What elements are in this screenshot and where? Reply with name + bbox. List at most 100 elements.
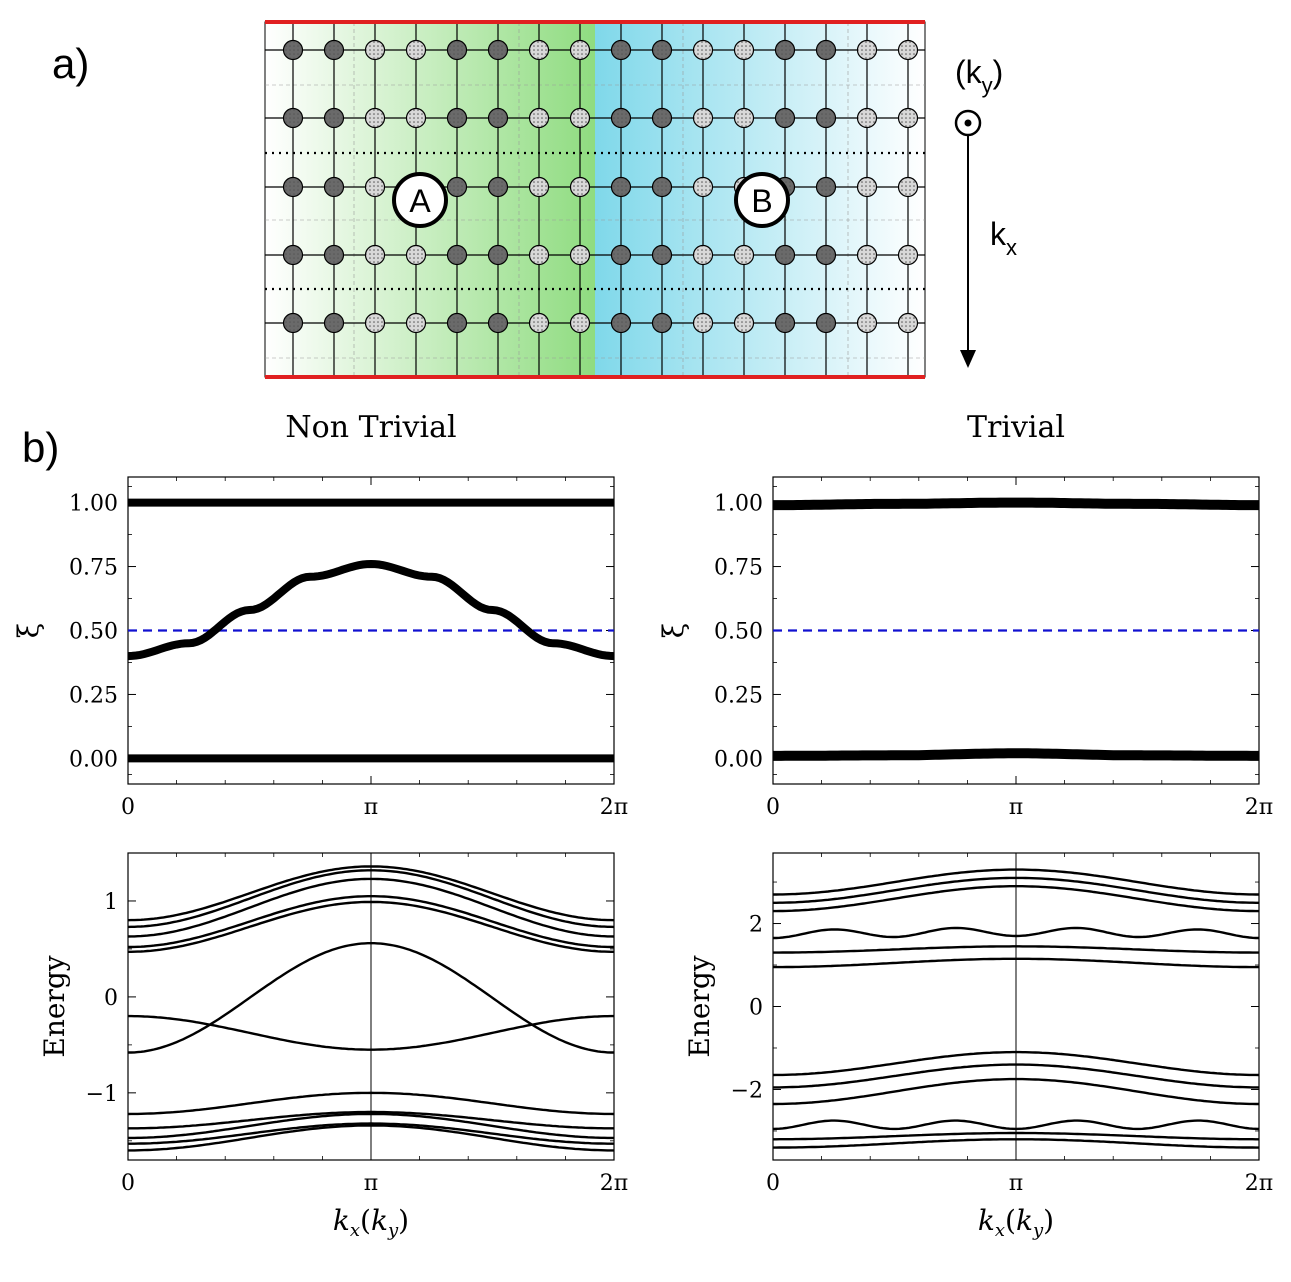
chart-title: Trivial [967, 410, 1065, 445]
lattice-site-texture [612, 314, 630, 332]
lattice-diagram: A B (ky) kx [264, 20, 1017, 379]
y-tick-label: 0.50 [69, 620, 118, 645]
band-b4 [773, 926, 1259, 940]
band-b8 [128, 1112, 614, 1140]
x-tick-label: 2π [600, 795, 628, 820]
lattice-site-texture [612, 41, 630, 59]
y-tick-label: 0 [104, 986, 118, 1011]
y-tick-label: 0.75 [69, 556, 118, 581]
lattice-site-texture [325, 41, 343, 59]
lattice-site-texture [284, 109, 302, 127]
x-tick-label: 0 [121, 795, 135, 820]
series-middle [127, 559, 615, 661]
lattice-site-texture [407, 314, 425, 332]
y-tick-label: 1.00 [714, 492, 763, 517]
band-b10 [128, 1124, 614, 1152]
lattice-site-texture [776, 41, 794, 59]
lattice-site-texture [448, 178, 466, 196]
lattice-site-texture [612, 246, 630, 264]
lattice-site-texture [735, 41, 753, 59]
lattice-site-texture [366, 246, 384, 264]
lattice-site-texture [817, 246, 835, 264]
lattice-site-texture [817, 178, 835, 196]
lattice-site-texture [858, 314, 876, 332]
y-axis-label: Energy [683, 955, 716, 1057]
band-edge-down [128, 1014, 614, 1051]
lattice-site-texture [571, 178, 589, 196]
y-tick-label: 0.25 [69, 683, 118, 708]
lattice-site-texture [653, 41, 671, 59]
lattice-site-texture [284, 314, 302, 332]
lattice-site-texture [612, 109, 630, 127]
x-tick-label: 0 [121, 1171, 135, 1196]
chart-xi-nontrivial: 0 π 2π 0.00 0.25 0.50 0.75 1.00 Non Trivial ξ [12, 410, 628, 820]
lattice-site-texture [489, 109, 507, 127]
lattice-site-texture [530, 178, 548, 196]
x-tick-label: π [364, 795, 378, 820]
panel-label-b: b) [22, 424, 60, 471]
lattice-site-texture [858, 178, 876, 196]
band-b6 [127, 1091, 615, 1116]
region-b-marker [734, 172, 790, 228]
band-b8 [773, 1063, 1259, 1089]
lattice-site-texture [366, 314, 384, 332]
y-tick-label: 2 [749, 913, 763, 938]
lattice-site-texture [366, 41, 384, 59]
x-axis-label: kx(ky) [333, 1204, 409, 1241]
lattice-site-texture [653, 109, 671, 127]
ky-label: (ky) [955, 54, 1003, 98]
lattice-site-texture [776, 314, 794, 332]
y-axis-label: Energy [38, 955, 71, 1057]
lattice-site-texture [735, 246, 753, 264]
lattice-site-texture [694, 178, 712, 196]
lattice-site-texture [858, 246, 876, 264]
band-b1 [127, 865, 615, 922]
lattice-site-texture [858, 109, 876, 127]
chart-xi-trivial: 0 π 2π 0.00 0.25 0.50 0.75 1.00 Trivial ξ [657, 410, 1273, 820]
band-b5 [128, 900, 614, 953]
lattice-site-texture [530, 246, 548, 264]
band-b2 [773, 876, 1259, 904]
lattice-site-texture [366, 109, 384, 127]
x-axis-label: kx(ky) [978, 1204, 1054, 1241]
lattice-site-texture [489, 178, 507, 196]
lattice-site-texture [325, 314, 343, 332]
lattice-site-texture [489, 41, 507, 59]
band-b5 [773, 945, 1259, 954]
band-b9 [128, 1122, 614, 1145]
y-tick-label: 0.00 [69, 747, 118, 772]
chart-energy-nontrivial: 0 π 2π −1 0 1 Energy kx(ky) [38, 852, 628, 1241]
lattice-site-texture [776, 109, 794, 127]
y-tick-label: 0.50 [714, 620, 763, 645]
lattice-site-texture [858, 41, 876, 59]
lattice-site-texture [571, 246, 589, 264]
lattice-site-texture [735, 314, 753, 332]
y-tick-label: −1 [86, 1082, 118, 1107]
lattice-site-texture [448, 41, 466, 59]
lattice-site-texture [407, 41, 425, 59]
lattice-site-texture [571, 41, 589, 59]
lattice-site-texture [284, 41, 302, 59]
y-tick-label: 0.75 [714, 556, 763, 581]
lattice-site-texture [694, 314, 712, 332]
kx-label: kx [990, 216, 1017, 260]
region-a-label: A [409, 183, 431, 219]
lattice-site-texture [448, 109, 466, 127]
x-tick-label: 2π [1245, 1171, 1273, 1196]
lattice-site-texture [284, 246, 302, 264]
lattice-site-texture [694, 109, 712, 127]
lattice-site-texture [653, 314, 671, 332]
lattice-site-texture [448, 314, 466, 332]
lattice-site-texture [571, 314, 589, 332]
lattice-site-texture [735, 109, 753, 127]
lattice-site-texture [694, 246, 712, 264]
band-b10 [772, 1119, 1260, 1131]
lattice-site-texture [448, 246, 466, 264]
lattice-site-texture [653, 246, 671, 264]
lattice-site-texture [653, 178, 671, 196]
band-b12 [773, 1138, 1259, 1149]
lattice-site-texture [817, 109, 835, 127]
band-b3 [127, 877, 615, 938]
lattice-site-texture [366, 178, 384, 196]
y-tick-label: 0.25 [714, 683, 763, 708]
